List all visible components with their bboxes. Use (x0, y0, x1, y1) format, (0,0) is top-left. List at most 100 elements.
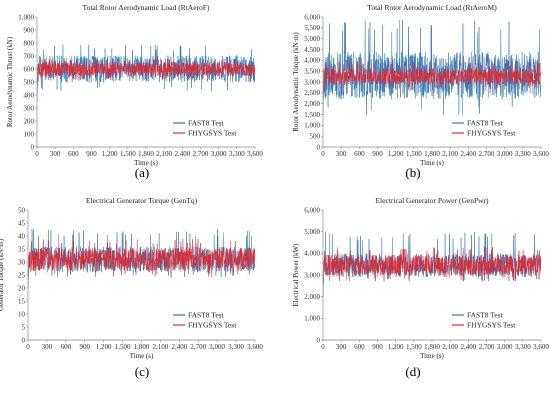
y-tick-label: 600 (24, 65, 35, 73)
x-tick-label: 2,400 (174, 150, 190, 158)
y-tick-label: 40 (18, 232, 26, 240)
x-tick-label: 1,500 (406, 343, 422, 351)
x-axis-label: Time (s) (130, 352, 154, 360)
legend-label-fhygsys: FHYGSYS Test (467, 321, 516, 330)
y-tick-label: 50 (18, 206, 26, 214)
x-tick-label: 3,600 (247, 343, 263, 351)
y-tick-label: 3,000 (304, 271, 320, 279)
legend-label-fhygsys: FHYGSYS Test (188, 321, 237, 330)
x-axis-label: Time (s) (134, 159, 158, 167)
chart-panel-0: Total Rotor Aerodynamic Load (RtAeroF) 0 1… (6, 3, 263, 180)
y-tick-label: 2,000 (304, 100, 320, 108)
x-tick-label: 2,400 (460, 343, 476, 351)
x-tick-label: 0 (321, 150, 325, 158)
x-tick-label: 1,800 (138, 150, 154, 158)
y-tick-label: 45 (18, 219, 26, 227)
y-axis-label: Generator Torque (kN·m) (0, 238, 5, 311)
x-tick-label: 3,000 (497, 343, 513, 351)
x-tick-label: 0 (26, 343, 30, 351)
series-line-fhygsys (37, 58, 255, 93)
y-tick-label: 6,000 (304, 13, 320, 21)
x-tick-label: 600 (354, 150, 365, 158)
y-axis-label: Electrical Power (kW) (292, 243, 300, 307)
chart-title: Electrical Generator Power (GenPwr) (375, 196, 489, 205)
panel-label: (c) (135, 364, 149, 379)
y-tick-label: 0 (22, 336, 26, 344)
x-tick-label: 2,400 (171, 343, 187, 351)
x-tick-label: 600 (68, 150, 79, 158)
x-tick-label: 900 (80, 343, 91, 351)
x-tick-label: 1,800 (134, 343, 150, 351)
series-line-fhygsys (28, 238, 255, 289)
legend-label-fast8: FAST8 Test (467, 311, 504, 320)
x-tick-label: 2,700 (193, 150, 209, 158)
x-tick-label: 3,300 (229, 150, 245, 158)
x-tick-label: 2,700 (479, 343, 495, 351)
x-tick-label: 1,200 (102, 150, 118, 158)
x-tick-label: 2,100 (442, 150, 458, 158)
x-tick-label: 2,100 (156, 150, 172, 158)
y-tick-label: 30 (18, 258, 26, 266)
y-tick-label: 4,000 (304, 250, 320, 258)
x-tick-label: 0 (321, 343, 325, 351)
x-tick-label: 3,600 (247, 150, 263, 158)
y-tick-label: 0 (317, 336, 321, 344)
y-tick-label: 400 (24, 91, 35, 99)
series-line-fhygsys (323, 247, 541, 297)
y-tick-label: 300 (24, 104, 35, 112)
x-tick-label: 300 (50, 150, 61, 158)
x-tick-label: 300 (42, 343, 53, 351)
chart-panel-1: Total Rotor Aerodynamic Load (RtAeroM) 0 5… (292, 3, 549, 180)
y-tick-label: 5,000 (304, 35, 320, 43)
chart-panel-2: Electrical Generator Torque (GenTq) 0 5 10 1… (0, 196, 263, 379)
panel-label: (b) (405, 165, 420, 180)
x-tick-label: 1,800 (424, 150, 440, 158)
y-tick-label: 1,000 (304, 315, 320, 323)
x-tick-label: 1,500 (115, 343, 131, 351)
y-tick-label: 900 (24, 26, 35, 34)
x-tick-label: 2,400 (460, 150, 476, 158)
x-tick-label: 1,200 (388, 150, 404, 158)
y-tick-label: 25 (18, 271, 26, 279)
x-tick-label: 600 (61, 343, 72, 351)
x-tick-label: 1,800 (424, 343, 440, 351)
y-tick-label: 0 (317, 143, 321, 151)
legend-label-fhygsys: FHYGSYS Test (467, 129, 516, 138)
x-tick-label: 300 (336, 150, 347, 158)
y-tick-label: 1,000 (18, 13, 34, 21)
series-line-fast8 (323, 232, 541, 297)
chart-panel-3: Electrical Generator Power (GenPwr) 0 1,00… (292, 196, 549, 379)
x-tick-label: 3,000 (211, 150, 227, 158)
x-tick-label: 300 (336, 343, 347, 351)
chart-title: Total Rotor Aerodynamic Load (RtAeroM) (367, 3, 497, 12)
y-tick-label: 3,000 (304, 78, 320, 86)
y-tick-label: 200 (24, 117, 35, 125)
chart-title: Total Rotor Aerodynamic Load (RtAeroF) (83, 3, 210, 12)
x-tick-label: 900 (372, 150, 383, 158)
x-tick-label: 600 (354, 343, 365, 351)
y-tick-label: 500 (24, 78, 35, 86)
y-tick-label: 2,000 (304, 293, 320, 301)
x-axis-label: Time (s) (420, 352, 444, 360)
y-tick-label: 5,000 (304, 228, 320, 236)
x-tick-label: 3,600 (533, 343, 549, 351)
y-tick-label: 5,500 (304, 24, 320, 32)
y-tick-label: 500 (310, 132, 321, 140)
y-tick-label: 4,500 (304, 46, 320, 54)
x-tick-label: 3,300 (228, 343, 244, 351)
legend-label-fhygsys: FHYGSYS Test (188, 129, 237, 138)
x-tick-label: 3,000 (209, 343, 225, 351)
y-tick-label: 15 (18, 297, 26, 305)
legend-label-fast8: FAST8 Test (467, 119, 504, 128)
series-line-fast8 (323, 19, 541, 116)
x-tick-label: 1,200 (96, 343, 112, 351)
x-tick-label: 1,500 (406, 150, 422, 158)
y-tick-label: 800 (24, 39, 35, 47)
y-tick-label: 4,000 (304, 57, 320, 65)
x-tick-label: 2,100 (442, 343, 458, 351)
x-tick-label: 3,300 (515, 150, 531, 158)
panel-label: (d) (405, 364, 420, 379)
x-tick-label: 2,700 (190, 343, 206, 351)
y-tick-label: 1,000 (304, 122, 320, 130)
